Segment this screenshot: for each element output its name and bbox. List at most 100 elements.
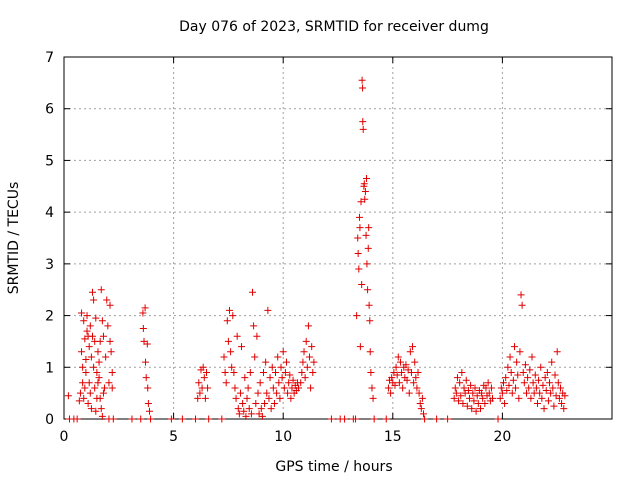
data-point xyxy=(223,317,231,325)
x-axis-label: GPS time / hours xyxy=(275,459,392,475)
data-point xyxy=(392,363,400,371)
data-point xyxy=(254,389,262,397)
data-point xyxy=(505,381,513,389)
data-point xyxy=(517,291,525,299)
data-point xyxy=(365,224,373,232)
data-point xyxy=(527,394,535,402)
data-point xyxy=(280,384,288,392)
data-point xyxy=(308,343,316,351)
data-point xyxy=(473,392,481,400)
data-point xyxy=(411,358,419,366)
data-point xyxy=(463,402,471,410)
data-point xyxy=(265,394,273,402)
x-tick-label: 0 xyxy=(60,429,69,445)
x-tick-label: 10 xyxy=(274,429,292,445)
data-point xyxy=(352,415,360,423)
data-point xyxy=(455,397,463,405)
data-point xyxy=(196,389,204,397)
data-point xyxy=(142,374,150,382)
data-point xyxy=(547,389,555,397)
data-point xyxy=(459,399,467,407)
data-point xyxy=(553,348,561,356)
y-tick-label: 6 xyxy=(45,102,54,118)
data-point xyxy=(284,389,292,397)
x-tick-label: 5 xyxy=(169,429,178,445)
data-point xyxy=(82,368,90,376)
data-point xyxy=(92,314,100,322)
data-point xyxy=(282,358,290,366)
data-point xyxy=(554,379,562,387)
data-point xyxy=(507,368,515,376)
data-point xyxy=(452,389,460,397)
data-point xyxy=(225,306,233,314)
data-point xyxy=(341,415,349,423)
data-point xyxy=(405,389,413,397)
data-point xyxy=(242,412,250,420)
data-point xyxy=(555,394,563,402)
data-point xyxy=(363,260,371,268)
data-point xyxy=(234,405,242,413)
data-point xyxy=(253,332,261,340)
data-points xyxy=(64,76,569,423)
data-point xyxy=(277,363,285,371)
data-point xyxy=(414,368,422,376)
data-point xyxy=(88,288,96,296)
data-point xyxy=(78,309,86,317)
data-point xyxy=(309,368,317,376)
data-point xyxy=(108,368,116,376)
data-point xyxy=(84,399,92,407)
data-point xyxy=(467,381,475,389)
data-point xyxy=(93,368,101,376)
data-point xyxy=(538,394,546,402)
data-point xyxy=(96,394,104,402)
data-point xyxy=(479,394,487,402)
data-point xyxy=(106,337,114,345)
data-point xyxy=(359,118,367,126)
data-point xyxy=(497,384,505,392)
data-point xyxy=(78,348,86,356)
data-point xyxy=(415,389,423,397)
data-point xyxy=(249,288,257,296)
data-point xyxy=(416,399,424,407)
data-point xyxy=(239,399,247,407)
data-point xyxy=(417,405,425,413)
data-point xyxy=(91,384,99,392)
data-point xyxy=(143,340,151,348)
data-point xyxy=(513,358,521,366)
y-tick-label: 3 xyxy=(45,257,54,273)
data-point xyxy=(515,394,523,402)
data-point xyxy=(462,376,470,384)
data-point xyxy=(354,234,362,242)
data-point xyxy=(402,361,410,369)
data-point xyxy=(549,384,557,392)
data-point xyxy=(544,397,552,405)
data-point xyxy=(103,296,111,304)
data-point xyxy=(528,353,536,361)
data-point xyxy=(519,368,527,376)
data-point xyxy=(561,392,569,400)
data-point xyxy=(261,399,269,407)
data-point xyxy=(518,301,526,309)
data-point xyxy=(104,322,112,330)
data-point xyxy=(201,394,209,402)
data-point xyxy=(419,410,427,418)
data-point xyxy=(94,348,102,356)
data-point xyxy=(359,125,367,133)
data-point xyxy=(222,379,230,387)
data-point xyxy=(243,394,251,402)
data-point xyxy=(481,399,489,407)
data-point xyxy=(88,332,96,340)
data-point xyxy=(276,394,284,402)
grid-layer xyxy=(64,57,612,419)
data-point xyxy=(516,348,524,356)
data-point xyxy=(200,374,208,382)
data-point xyxy=(79,379,87,387)
data-point xyxy=(240,407,248,415)
data-point xyxy=(97,405,105,413)
data-point xyxy=(508,389,516,397)
y-tick-label: 4 xyxy=(45,205,54,221)
data-point xyxy=(303,363,311,371)
data-point xyxy=(108,384,116,392)
data-point xyxy=(289,376,297,384)
data-point xyxy=(105,379,113,387)
